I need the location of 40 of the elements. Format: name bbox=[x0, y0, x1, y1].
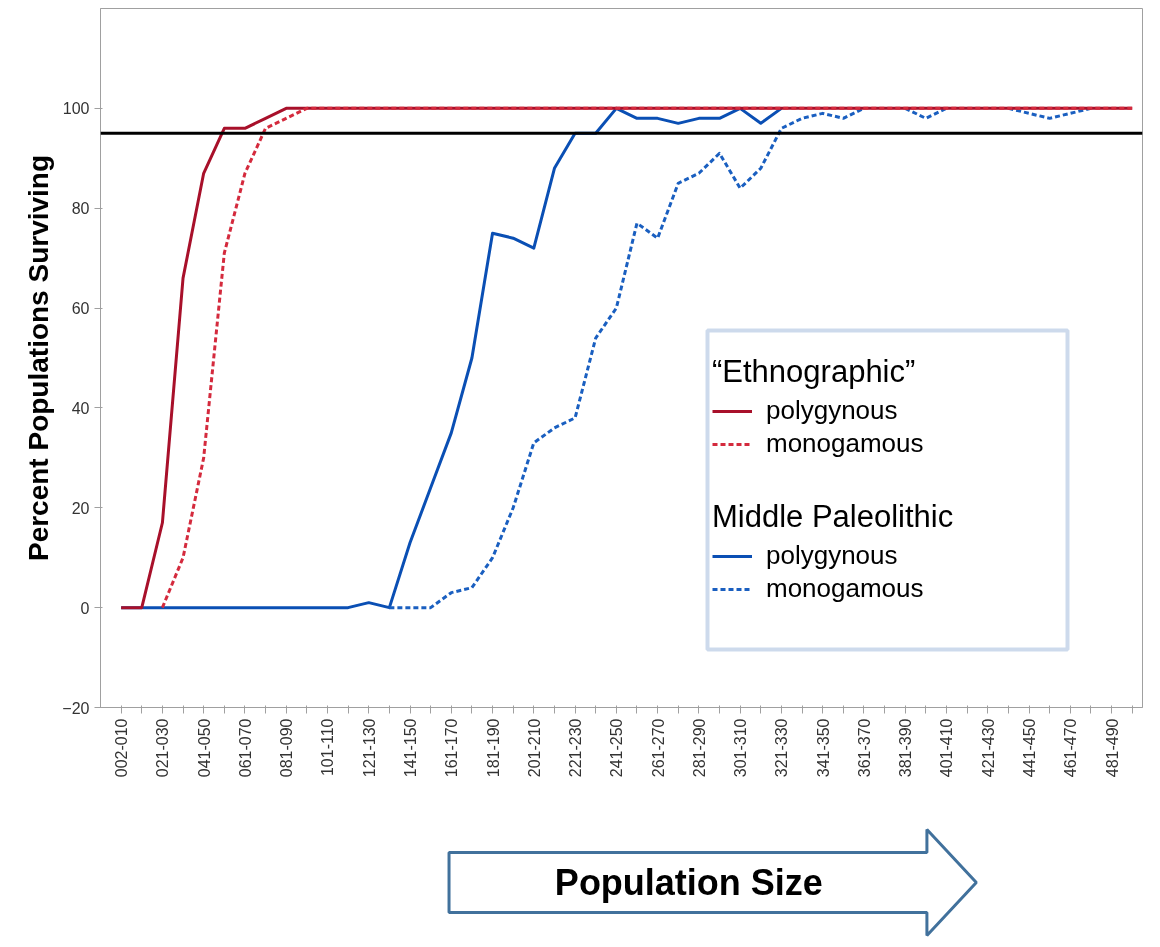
y-tick-label: 40 bbox=[71, 399, 90, 417]
x-tick-label: 181-190 bbox=[484, 718, 502, 778]
text: “Ethnographic” bbox=[712, 354, 916, 389]
y-tick-label: 0 bbox=[80, 599, 90, 617]
x-tick-label: 421-430 bbox=[979, 718, 997, 778]
x-tick-label: 221-230 bbox=[567, 718, 585, 778]
legend-label: polygynous bbox=[766, 395, 898, 426]
y-axis-title: Percent Populations Surviving bbox=[23, 154, 55, 562]
x-tick-label: 461-470 bbox=[1062, 718, 1080, 778]
x-tick-label: 021-030 bbox=[154, 718, 172, 778]
legend-label: monogamous bbox=[766, 428, 924, 459]
x-tick-label: 381-390 bbox=[897, 718, 915, 778]
x-tick-label: 141-150 bbox=[402, 718, 419, 778]
x-tick-label: 101-110 bbox=[319, 718, 337, 777]
x-tick-label: 281-290 bbox=[690, 718, 708, 778]
x-tick-label: 441-450 bbox=[1021, 718, 1039, 778]
legend-label: polygynous bbox=[766, 540, 898, 571]
x-tick-label: 301-310 bbox=[732, 718, 750, 778]
text: Middle Paleolithic bbox=[712, 499, 954, 534]
y-tick-label: −20 bbox=[62, 699, 90, 717]
x-tick-label: 041-050 bbox=[195, 718, 213, 778]
x-tick-label: 241-250 bbox=[608, 718, 626, 778]
x-tick-label: 161-170 bbox=[443, 718, 461, 778]
x-tick-label: 201-210 bbox=[525, 718, 543, 778]
legend-label: monogamous bbox=[766, 573, 924, 604]
y-tick-label: 100 bbox=[62, 100, 90, 118]
y-tick-label: 20 bbox=[71, 499, 90, 517]
x-tick-label: 401-410 bbox=[938, 718, 956, 778]
y-tick-label: 60 bbox=[71, 300, 90, 318]
x-tick-label: 081-090 bbox=[278, 718, 296, 778]
x-tick-label: 261-270 bbox=[649, 718, 667, 778]
x-tick-label: 061-070 bbox=[236, 718, 254, 778]
x-tick-label: 361-370 bbox=[855, 718, 873, 778]
x-tick-label: 481-490 bbox=[1103, 718, 1121, 778]
x-tick-label: 121-130 bbox=[360, 718, 378, 778]
x-tick-label: 341-350 bbox=[814, 718, 832, 778]
x-axis-title: Population Size bbox=[554, 862, 823, 903]
y-tick-label: 80 bbox=[71, 200, 90, 218]
x-tick-label: 321-330 bbox=[773, 718, 791, 778]
x-tick-label: 002-010 bbox=[113, 718, 131, 778]
